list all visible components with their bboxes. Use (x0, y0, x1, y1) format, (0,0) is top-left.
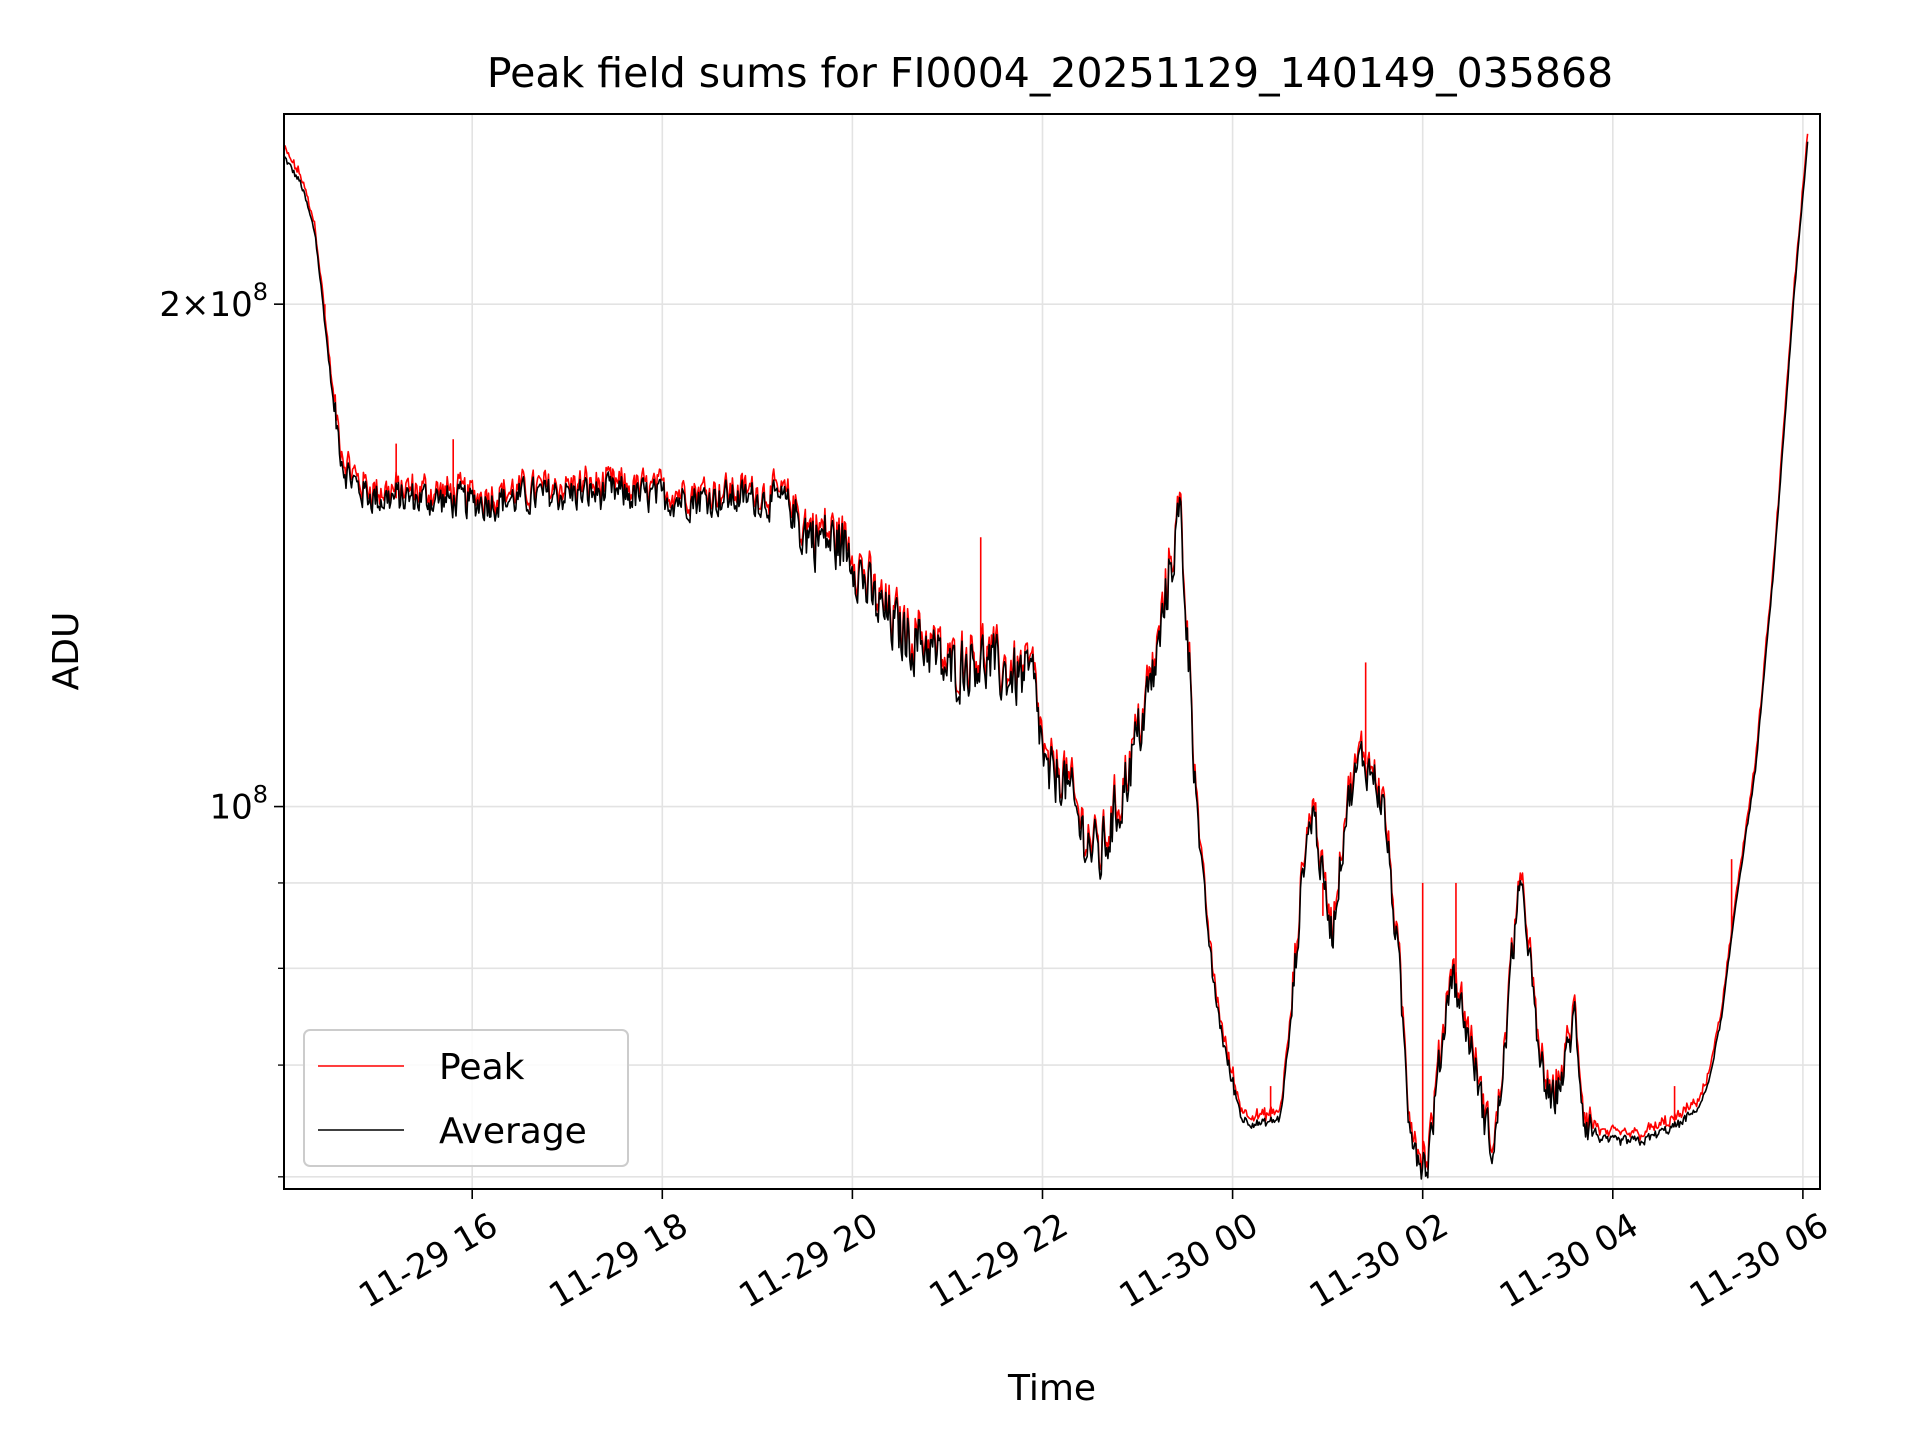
legend: Peak Average (303, 1029, 629, 1167)
y-tick-label: 108 (209, 781, 268, 828)
grid (284, 114, 1820, 1189)
y-tick-label: 2×108 (159, 278, 268, 325)
legend-peak-label: Peak (439, 1047, 525, 1088)
x-axis-label: Time (1007, 1368, 1096, 1409)
legend-average-label: Average (439, 1111, 587, 1152)
plot-frame (283, 113, 1821, 1190)
legend-box (303, 1029, 629, 1167)
series-average-line (284, 141, 1809, 1180)
plot-area (284, 133, 1809, 1180)
y-axis-label: ADU (46, 612, 87, 691)
series-average (284, 141, 1809, 1180)
chart-title: Peak field sums for FI0004_20251129_1401… (487, 49, 1613, 97)
